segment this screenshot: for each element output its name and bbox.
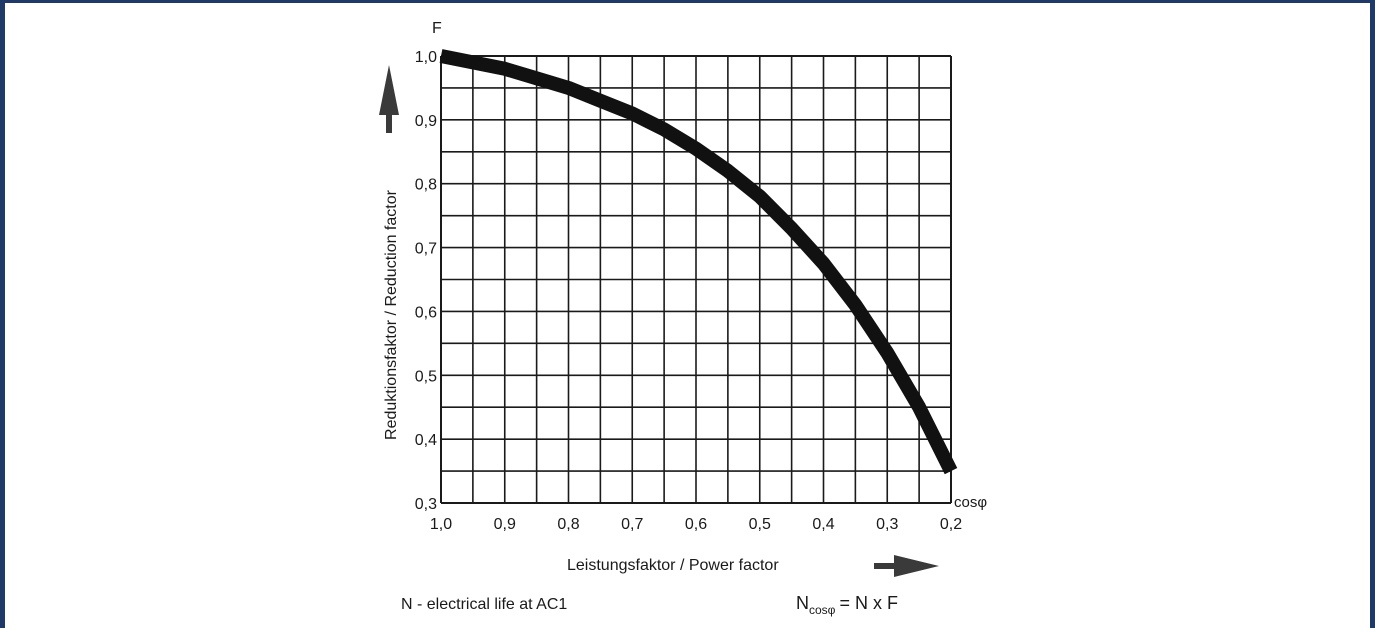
x-axis-symbol: cosφ [954,494,987,511]
up-arrow-icon [379,65,399,133]
electrical-life-note: N - electrical life at AC1 [401,596,567,613]
formula-rest: = N x F [839,593,898,613]
y-tick-label: 0,7 [415,241,437,258]
y-tick-label: 0,6 [415,304,437,321]
x-tick-label: 0,4 [812,516,834,533]
y-axis-symbol: F [432,20,442,37]
x-tick-label: 0,8 [557,516,579,533]
formula-main: N [796,593,809,613]
x-tick-label: 1,0 [430,516,452,533]
x-tick-label: 0,5 [749,516,771,533]
y-tick-label: 0,5 [415,368,437,385]
right-arrow-icon [874,555,939,577]
x-axis-label: Leistungsfaktor / Power factor [567,557,779,574]
tick-labels: 1,0 0,9 0,8 0,7 0,6 0,5 0,4 0,3 0,2 0,3 0,4 0,5 0,6 0… [415,49,962,533]
curve-layer [439,49,958,475]
x-tick-label: 0,3 [876,516,898,533]
formula: Ncosφ = N x F [796,593,898,617]
reduction-factor-curve [439,49,958,475]
y-tick-label: 0,4 [415,432,437,449]
x-tick-label: 0,6 [685,516,707,533]
y-tick-label: 0,3 [415,496,437,513]
formula-subscript: cosφ [809,603,836,617]
chart-grid [440,55,952,504]
x-tick-label: 0,9 [494,516,516,533]
x-tick-label: 0,7 [621,516,643,533]
y-tick-label: 1,0 [415,49,437,66]
y-tick-label: 0,8 [415,177,437,194]
y-axis-label: Reduktionsfaktor / Reduction factor [383,189,400,440]
reduction-factor-chart: 1,0 0,9 0,8 0,7 0,6 0,5 0,4 0,3 0,2 0,3 0,4 0,5 0,6 0… [379,20,987,617]
y-tick-label: 0,9 [415,113,437,130]
x-tick-label: 0,2 [940,516,962,533]
